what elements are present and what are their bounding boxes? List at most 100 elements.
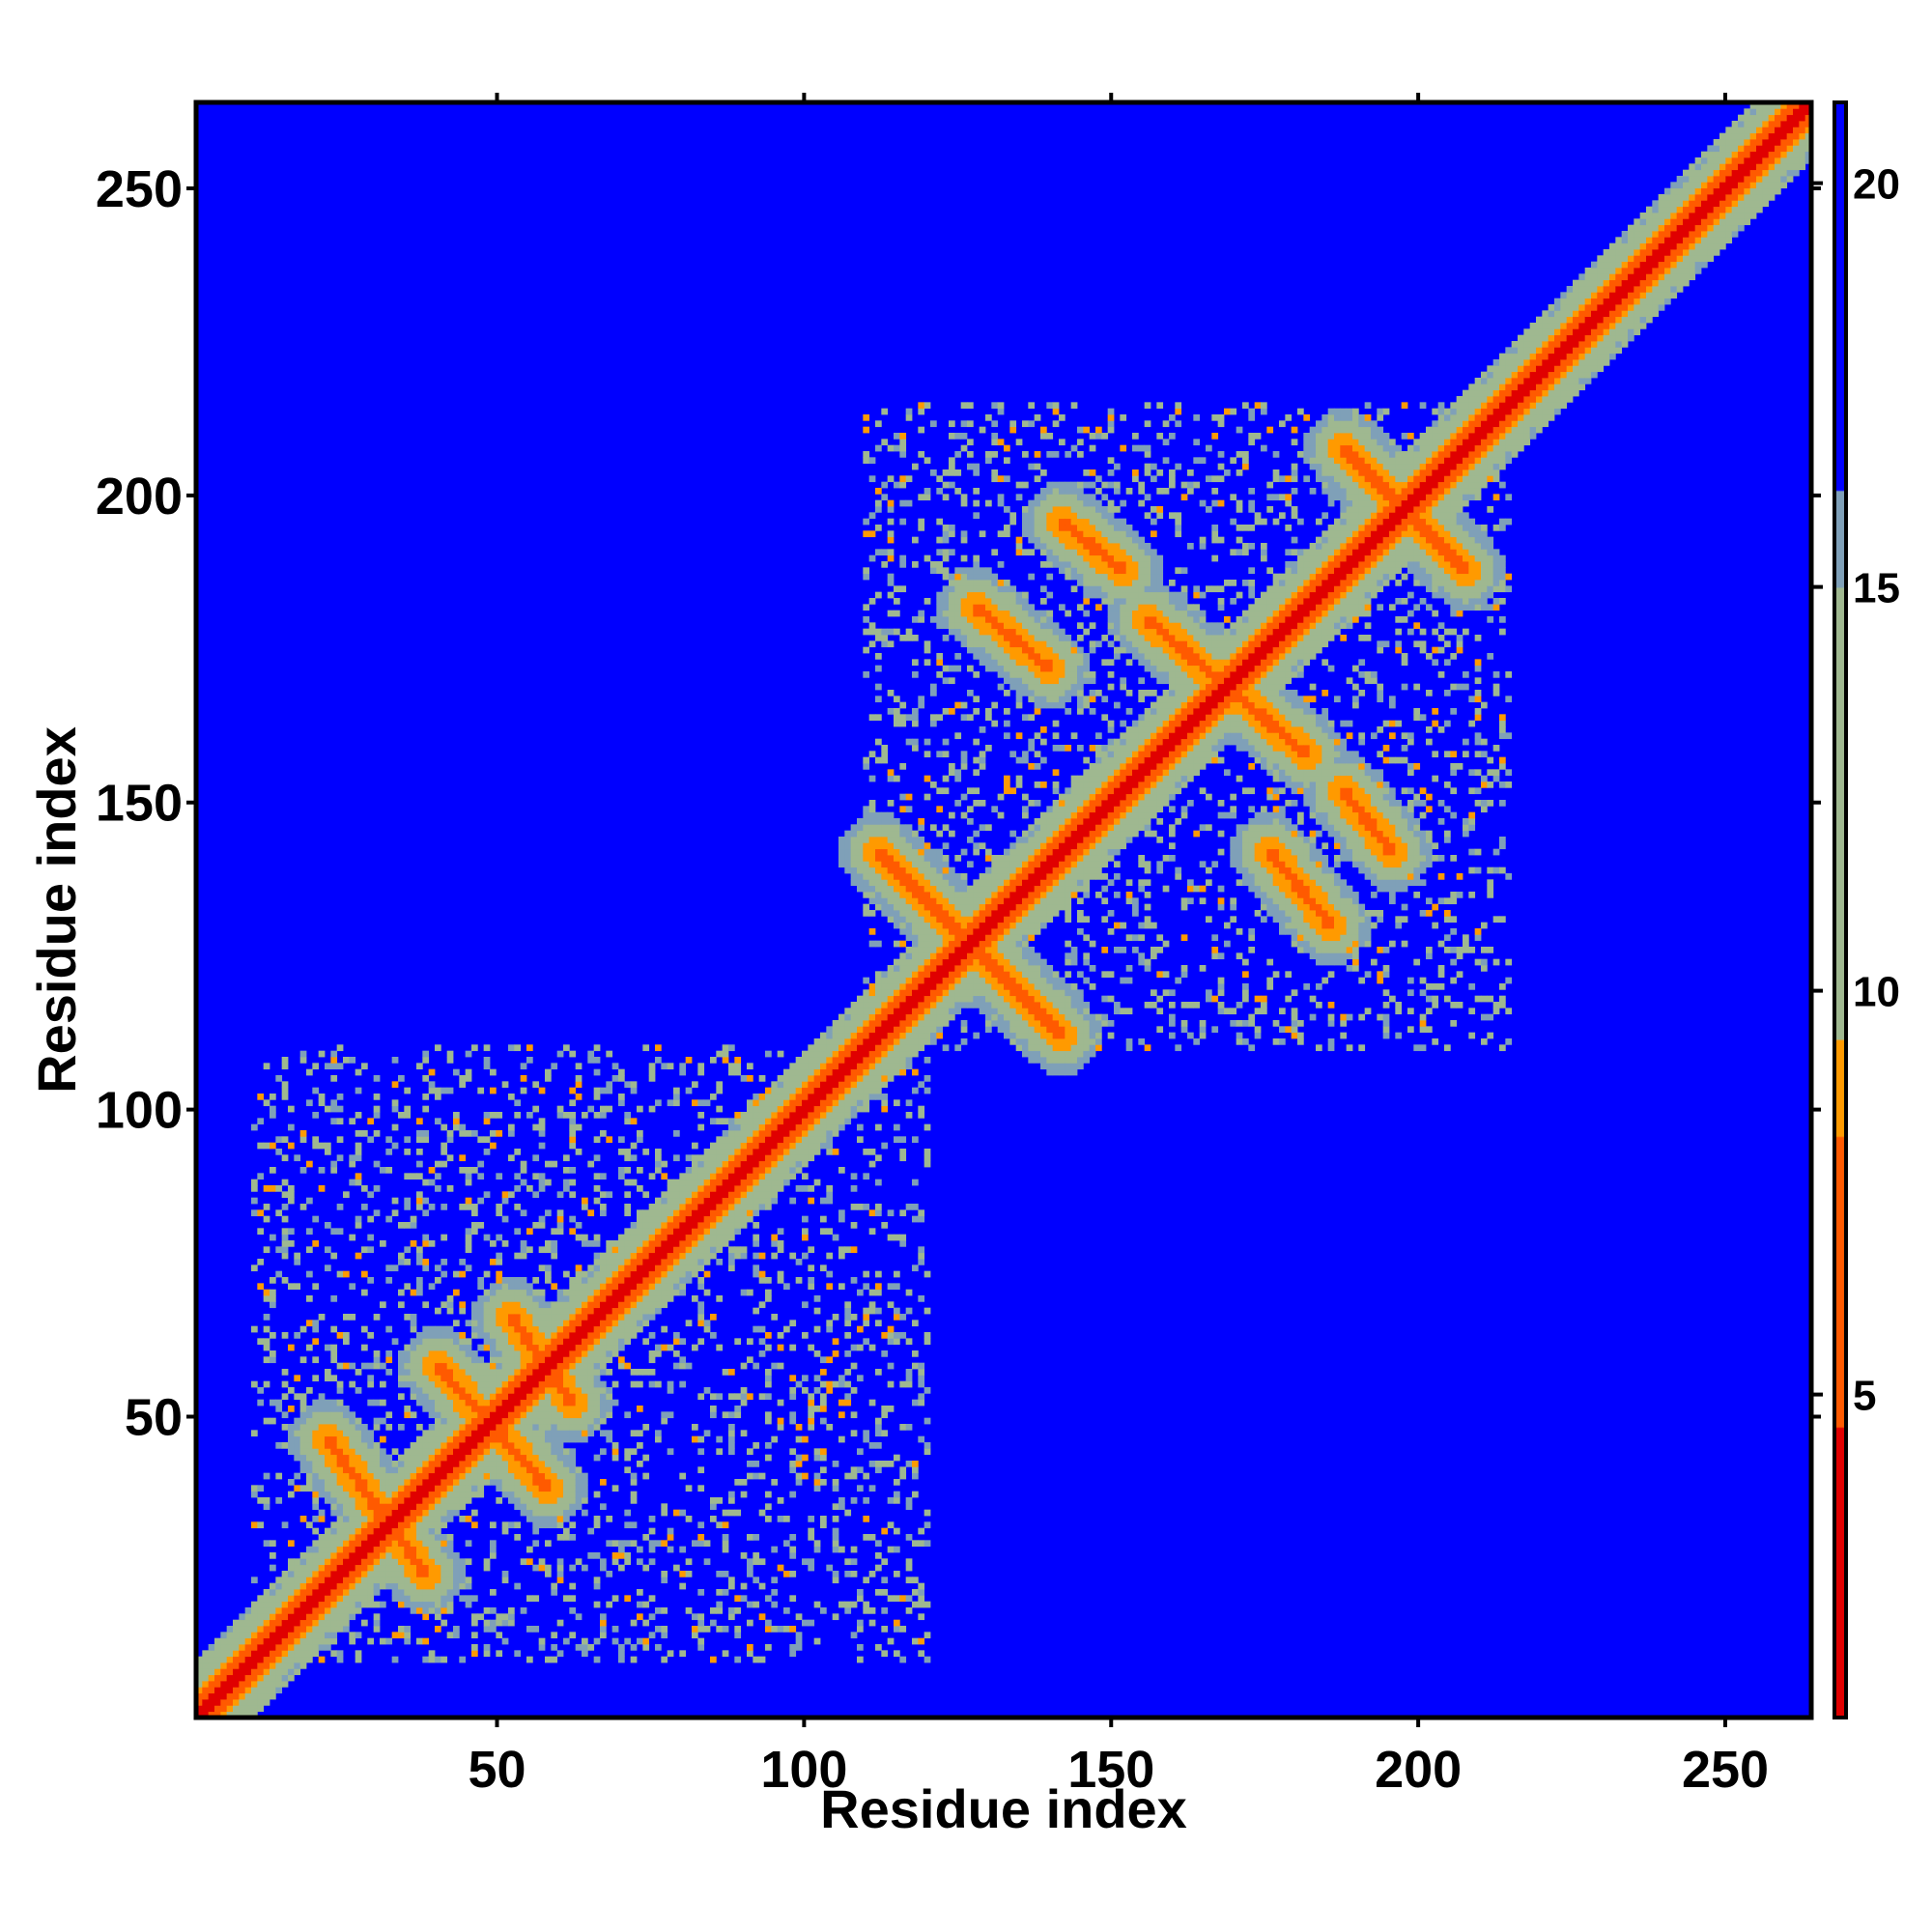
heatmap-cell (244, 1711, 252, 1719)
heatmap-cell (857, 1448, 864, 1456)
heatmap-cell (446, 1601, 454, 1608)
heatmap-cell (477, 1222, 485, 1229)
heatmap-cell (673, 1185, 680, 1192)
heatmap-cell (220, 1681, 228, 1688)
heatmap-cell (501, 1215, 509, 1223)
heatmap-cell (887, 1497, 895, 1504)
heatmap-cell (648, 1270, 656, 1278)
heatmap-cell (343, 1564, 350, 1572)
heatmap-cell (697, 1167, 705, 1174)
heatmap-cell (899, 451, 907, 458)
heatmap-cell (233, 1650, 240, 1658)
heatmap-cell (520, 1307, 527, 1315)
heatmap-cell (416, 1344, 423, 1351)
heatmap-cell (826, 1130, 834, 1137)
heatmap-cell (826, 1068, 834, 1076)
heatmap-cell (808, 1118, 815, 1125)
heatmap-cell (740, 1222, 748, 1229)
heatmap-cell (868, 842, 876, 850)
heatmap-cell (459, 1595, 467, 1603)
heatmap-cell (312, 1411, 320, 1419)
heatmap-cell (343, 1552, 350, 1559)
heatmap-cell (582, 1406, 588, 1412)
heatmap-cell (642, 1534, 650, 1541)
heatmap-cell (593, 1380, 601, 1388)
heatmap-cell (606, 1264, 613, 1272)
heatmap-cell (582, 1234, 588, 1241)
heatmap-cell (508, 1154, 515, 1162)
heatmap-cell (220, 1656, 228, 1663)
heatmap-cell (385, 1637, 393, 1645)
heatmap-cell (642, 1259, 650, 1265)
heatmap-cell (802, 1099, 809, 1107)
heatmap-cell (526, 1356, 533, 1364)
heatmap-cell (697, 1534, 705, 1541)
heatmap-cell (912, 837, 919, 843)
heatmap-cell (508, 1295, 515, 1302)
heatmap-cell (857, 1136, 864, 1144)
heatmap-cell (391, 1497, 399, 1504)
heatmap-cell (325, 1435, 331, 1443)
heatmap-cell (661, 1252, 668, 1260)
heatmap-cell (325, 1424, 331, 1431)
heatmap-cell (551, 1301, 558, 1309)
heatmap-cell (899, 720, 907, 727)
heatmap-cell (416, 1491, 423, 1498)
heatmap-cell (679, 1209, 687, 1217)
heatmap-cell (288, 1197, 295, 1205)
heatmap-cell (281, 1252, 289, 1260)
heatmap-cell (789, 1644, 797, 1651)
heatmap-cell (391, 1521, 399, 1529)
heatmap-cell (881, 995, 889, 1003)
heatmap-cell (747, 1650, 753, 1658)
heatmap-cell (270, 1626, 276, 1633)
heatmap-cell (545, 1362, 552, 1370)
heatmap-cell (875, 903, 882, 911)
heatmap-cell (465, 1479, 472, 1486)
heatmap-cell (459, 1259, 467, 1265)
heatmap-cell (330, 1435, 338, 1443)
heatmap-cell (703, 1149, 711, 1155)
heatmap-cell (446, 1607, 454, 1614)
heatmap-cell (777, 1075, 784, 1082)
heatmap-cell (600, 1356, 607, 1364)
heatmap-cell (875, 977, 882, 984)
heatmap-cell (826, 1099, 834, 1107)
heatmap-cell (446, 1136, 454, 1144)
heatmap-cell (728, 1130, 735, 1137)
heatmap-cell (551, 1362, 558, 1370)
heatmap-cell (367, 1234, 375, 1241)
heatmap-cell (850, 1044, 858, 1052)
heatmap-cell (844, 1063, 852, 1070)
heatmap-cell (813, 1142, 821, 1150)
heatmap-cell (593, 1369, 601, 1376)
heatmap-cell (905, 499, 913, 507)
heatmap-cell (569, 1283, 577, 1291)
heatmap-cell (758, 1099, 766, 1107)
heatmap-cell (361, 1063, 368, 1070)
heatmap-cell (648, 1546, 656, 1553)
heatmap-cell (912, 934, 919, 942)
heatmap-cell (446, 1424, 454, 1431)
heatmap-cell (501, 1240, 509, 1247)
heatmap-cell (446, 1295, 454, 1302)
heatmap-cell (637, 1215, 643, 1223)
heatmap-cell (440, 1466, 448, 1474)
heatmap-cell (526, 1246, 533, 1254)
heatmap-cell (697, 1234, 705, 1241)
heatmap-cell (343, 1491, 350, 1498)
heatmap-cell (912, 922, 919, 929)
heatmap-cell (569, 1424, 577, 1431)
heatmap-cell (747, 1215, 753, 1223)
heatmap-cell (728, 1123, 735, 1131)
heatmap-cell (545, 1325, 552, 1333)
heatmap-cell (410, 1461, 417, 1467)
heatmap-cell (545, 1344, 552, 1351)
heatmap-cell (532, 1466, 540, 1474)
heatmap-cell (753, 1149, 760, 1155)
heatmap-cell (820, 1380, 827, 1388)
heatmap-cell (355, 1491, 362, 1498)
heatmap-cell (538, 1295, 546, 1302)
heatmap-cell (330, 1466, 338, 1474)
heatmap-cell (428, 1552, 436, 1559)
